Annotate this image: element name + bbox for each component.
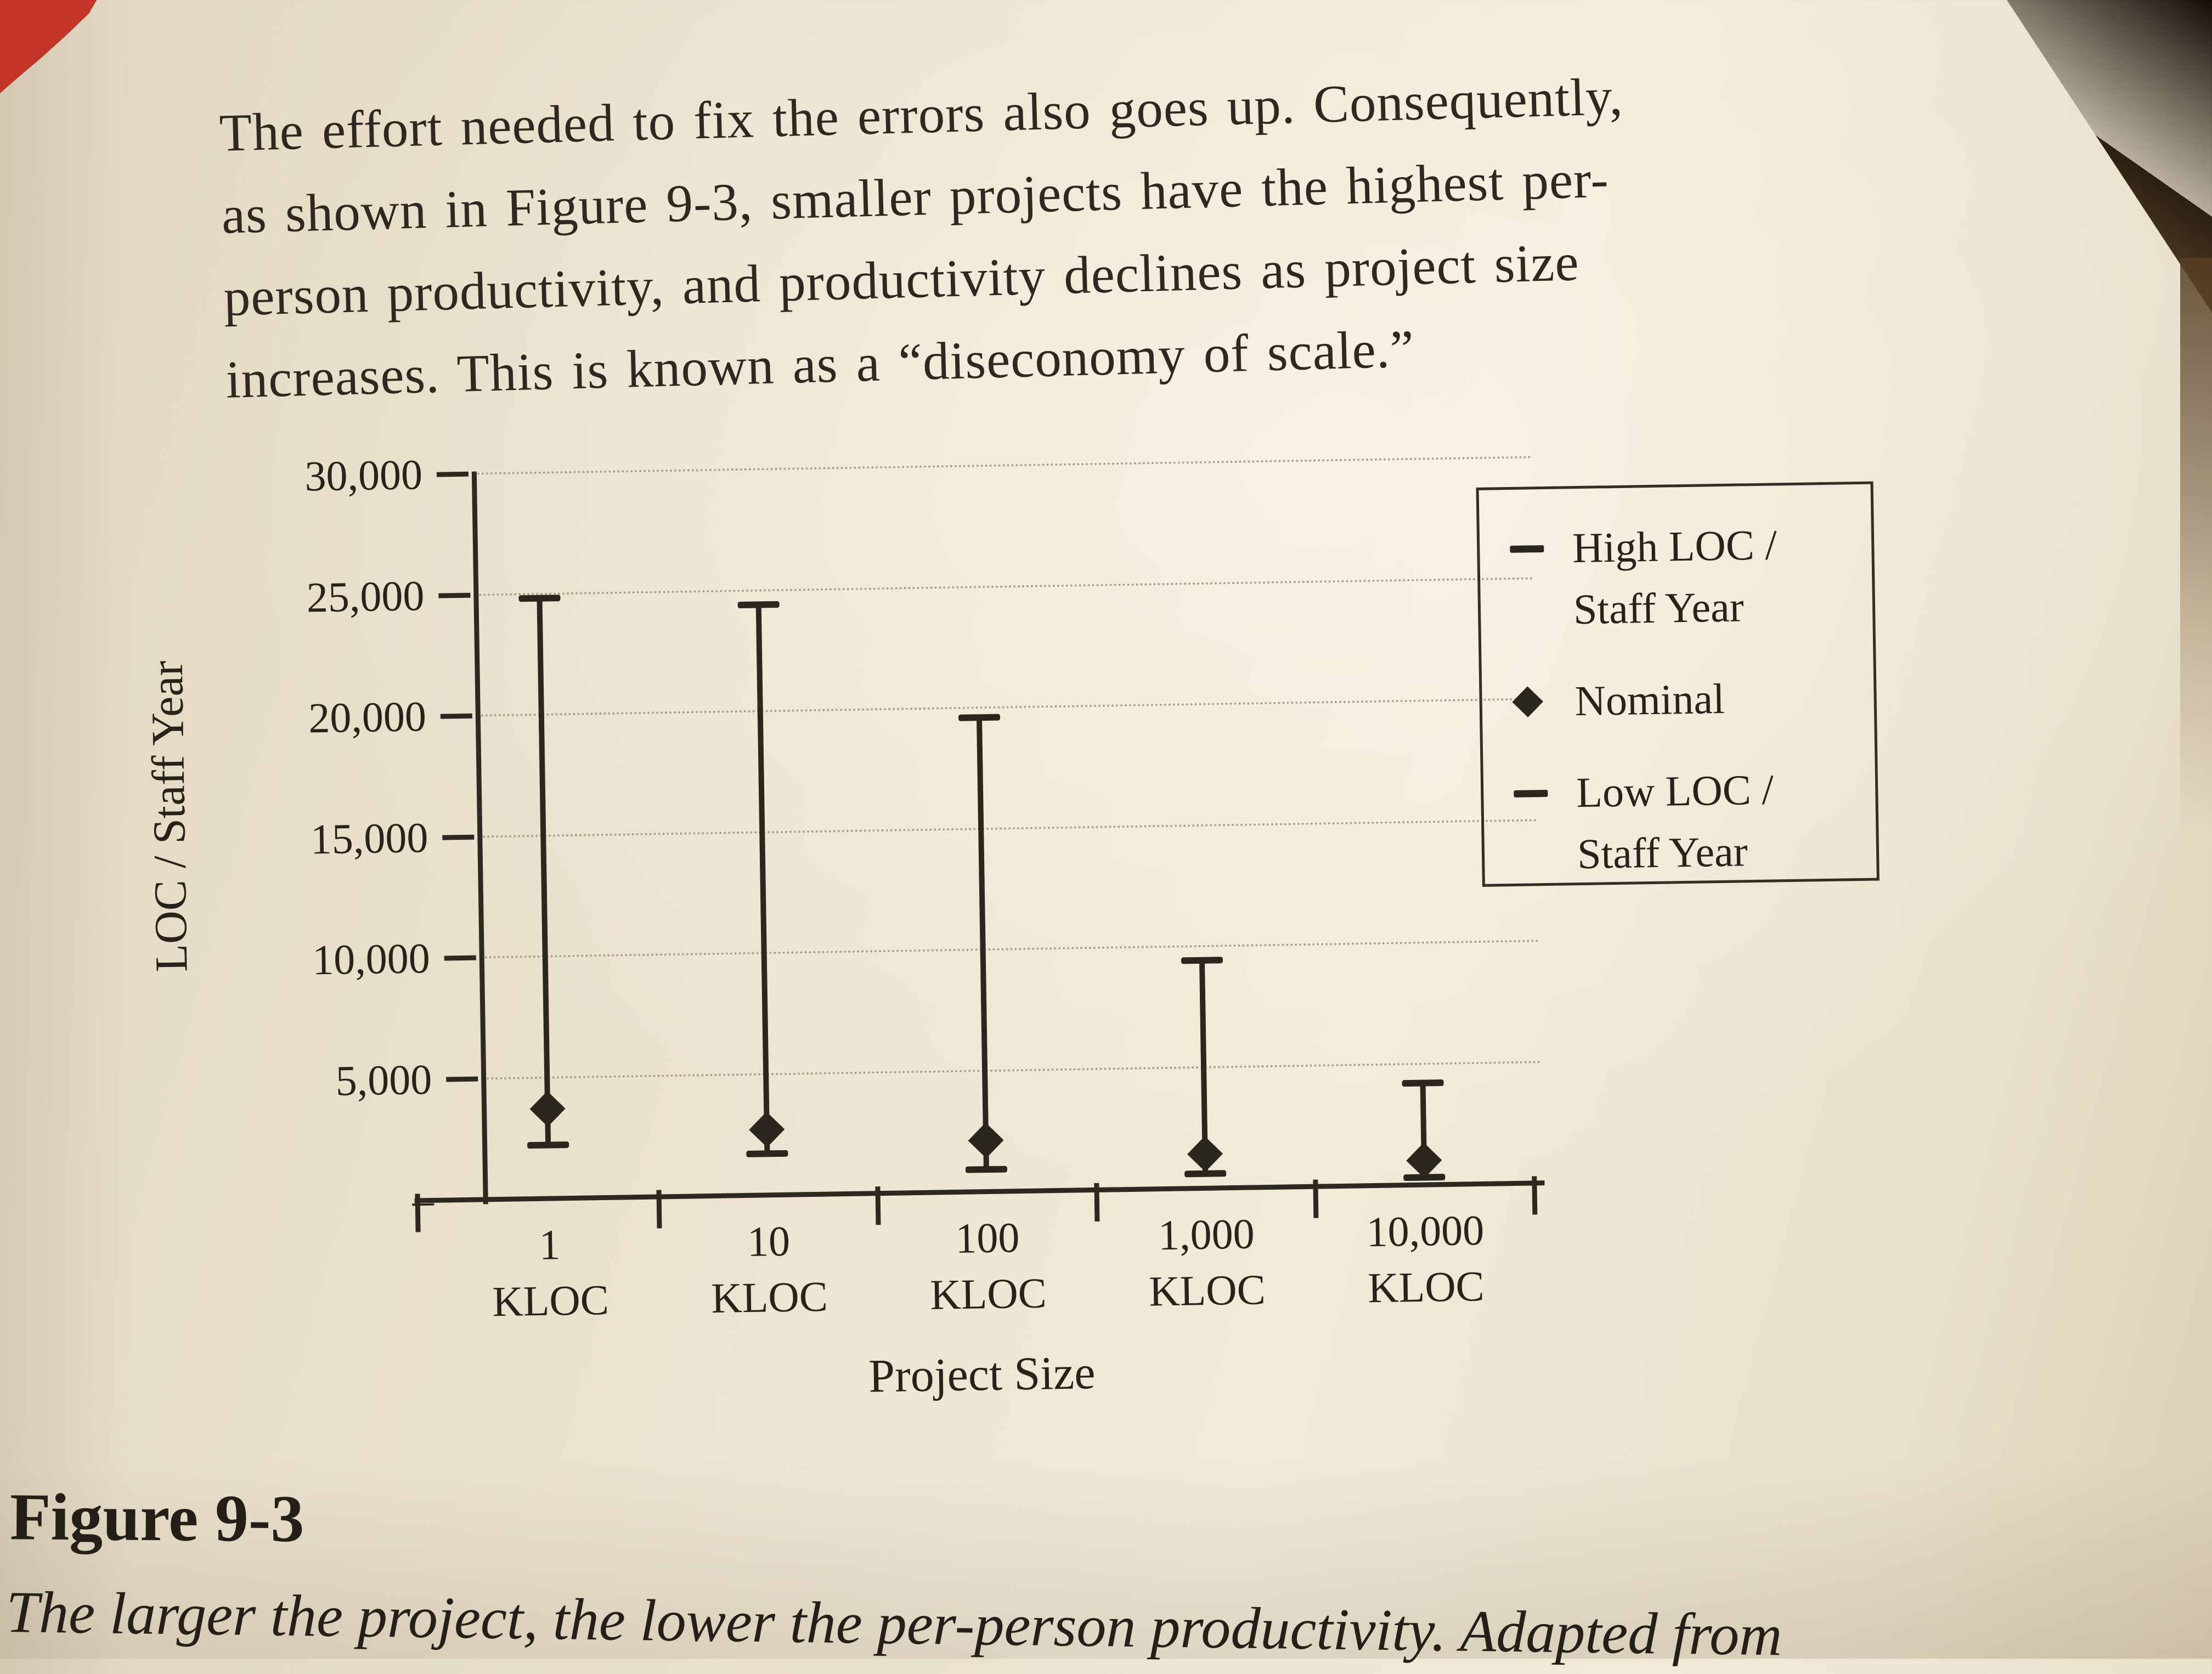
- gridline: [477, 456, 1532, 475]
- low-value-cap: [527, 1141, 569, 1149]
- y-axis-tick: [438, 592, 471, 598]
- x-category-label-line: 10,000: [1365, 1206, 1485, 1256]
- figure-number-heading: Figure 9-3: [9, 1480, 304, 1556]
- x-category-label: 1,000 KLOC: [1096, 1205, 1317, 1320]
- y-tick-label: 25,000: [306, 571, 425, 621]
- y-axis-tick: [440, 713, 472, 719]
- x-category-label-line: KLOC: [492, 1275, 610, 1326]
- legend-label: High LOC / Staff Year: [1572, 514, 1778, 640]
- legend-item: Low LOC / Staff Year: [1513, 757, 1866, 886]
- y-axis-tick: [436, 471, 469, 477]
- gridline: [483, 818, 1538, 838]
- diamond-glyph: [1512, 686, 1543, 717]
- x-category-label: 1 KLOC: [439, 1215, 661, 1330]
- gridline: [487, 1060, 1541, 1079]
- nominal-marker: [529, 1090, 566, 1127]
- y-axis-tick: [446, 1076, 478, 1082]
- legend-label-line: Low LOC /: [1576, 765, 1774, 817]
- legend-label-line: High LOC /: [1572, 521, 1778, 572]
- high-value-cap: [958, 714, 1001, 721]
- dash-marker-icon: [1509, 518, 1557, 553]
- x-category-label-line: KLOC: [710, 1272, 828, 1322]
- legend-label-line: Nominal: [1574, 674, 1725, 725]
- x-category-label-line: KLOC: [1367, 1262, 1485, 1312]
- x-axis-tick: [415, 1194, 421, 1232]
- x-axis-line: [414, 1180, 1545, 1203]
- y-axis-tick: [444, 955, 476, 961]
- y-axis-title: LOC / Staff Year: [141, 660, 198, 973]
- x-category-label-line: 1,000: [1158, 1209, 1255, 1259]
- gridline: [481, 698, 1536, 717]
- legend-label: Low LOC / Staff Year: [1576, 759, 1775, 885]
- y-tick-label: 30,000: [304, 450, 423, 500]
- x-category-label-line: KLOC: [929, 1269, 1047, 1319]
- range-bar-line: [537, 598, 551, 1145]
- high-value-cap: [518, 595, 561, 602]
- nominal-marker: [968, 1122, 1004, 1159]
- x-category-label: 100 KLOC: [877, 1208, 1098, 1324]
- y-tick-label: –: [411, 1175, 435, 1224]
- nominal-marker: [1187, 1136, 1223, 1172]
- high-value-cap: [1181, 957, 1223, 964]
- y-tick-label: 5,000: [335, 1055, 432, 1105]
- gridline: [479, 576, 1534, 596]
- low-value-cap: [746, 1150, 788, 1157]
- dash-marker-icon: [1513, 762, 1561, 798]
- low-value-cap: [965, 1166, 1008, 1174]
- x-axis-title: Project Size: [868, 1346, 1096, 1402]
- legend-label: Nominal: [1575, 668, 1725, 732]
- x-category-label-line: 10: [747, 1217, 791, 1265]
- x-category-label-line: 100: [955, 1213, 1020, 1263]
- x-category-label-line: 1: [538, 1220, 561, 1269]
- nominal-marker: [749, 1111, 785, 1147]
- y-tick-label: 20,000: [308, 692, 427, 742]
- y-tick-label: 10,000: [312, 934, 431, 984]
- nominal-marker: [1406, 1142, 1442, 1178]
- x-category-label: 10 KLOC: [658, 1212, 879, 1327]
- high-value-cap: [1402, 1079, 1444, 1087]
- y-axis-tick: [442, 834, 475, 840]
- x-category-label-line: KLOC: [1148, 1265, 1266, 1315]
- dash-glyph: [1510, 545, 1544, 553]
- x-category-label: 10,000 KLOC: [1315, 1201, 1536, 1316]
- legend-item: High LOC / Staff Year: [1509, 513, 1863, 641]
- range-bar-line: [755, 604, 770, 1154]
- high-value-cap: [737, 601, 780, 609]
- legend-label-line: Staff Year: [1577, 827, 1748, 878]
- page-edge-shadow-right: [2180, 258, 2212, 839]
- gridline: [484, 940, 1539, 959]
- diamond-marker-icon: [1512, 671, 1560, 717]
- legend-item: Nominal: [1512, 666, 1865, 733]
- y-tick-label: 15,000: [310, 813, 428, 863]
- chart-legend: High LOC / Staff Year Nominal Low LOC / Staf…: [1476, 481, 1880, 887]
- legend-label-line: Staff Year: [1573, 582, 1745, 634]
- range-bar-line: [976, 717, 989, 1170]
- dash-glyph: [1514, 789, 1548, 798]
